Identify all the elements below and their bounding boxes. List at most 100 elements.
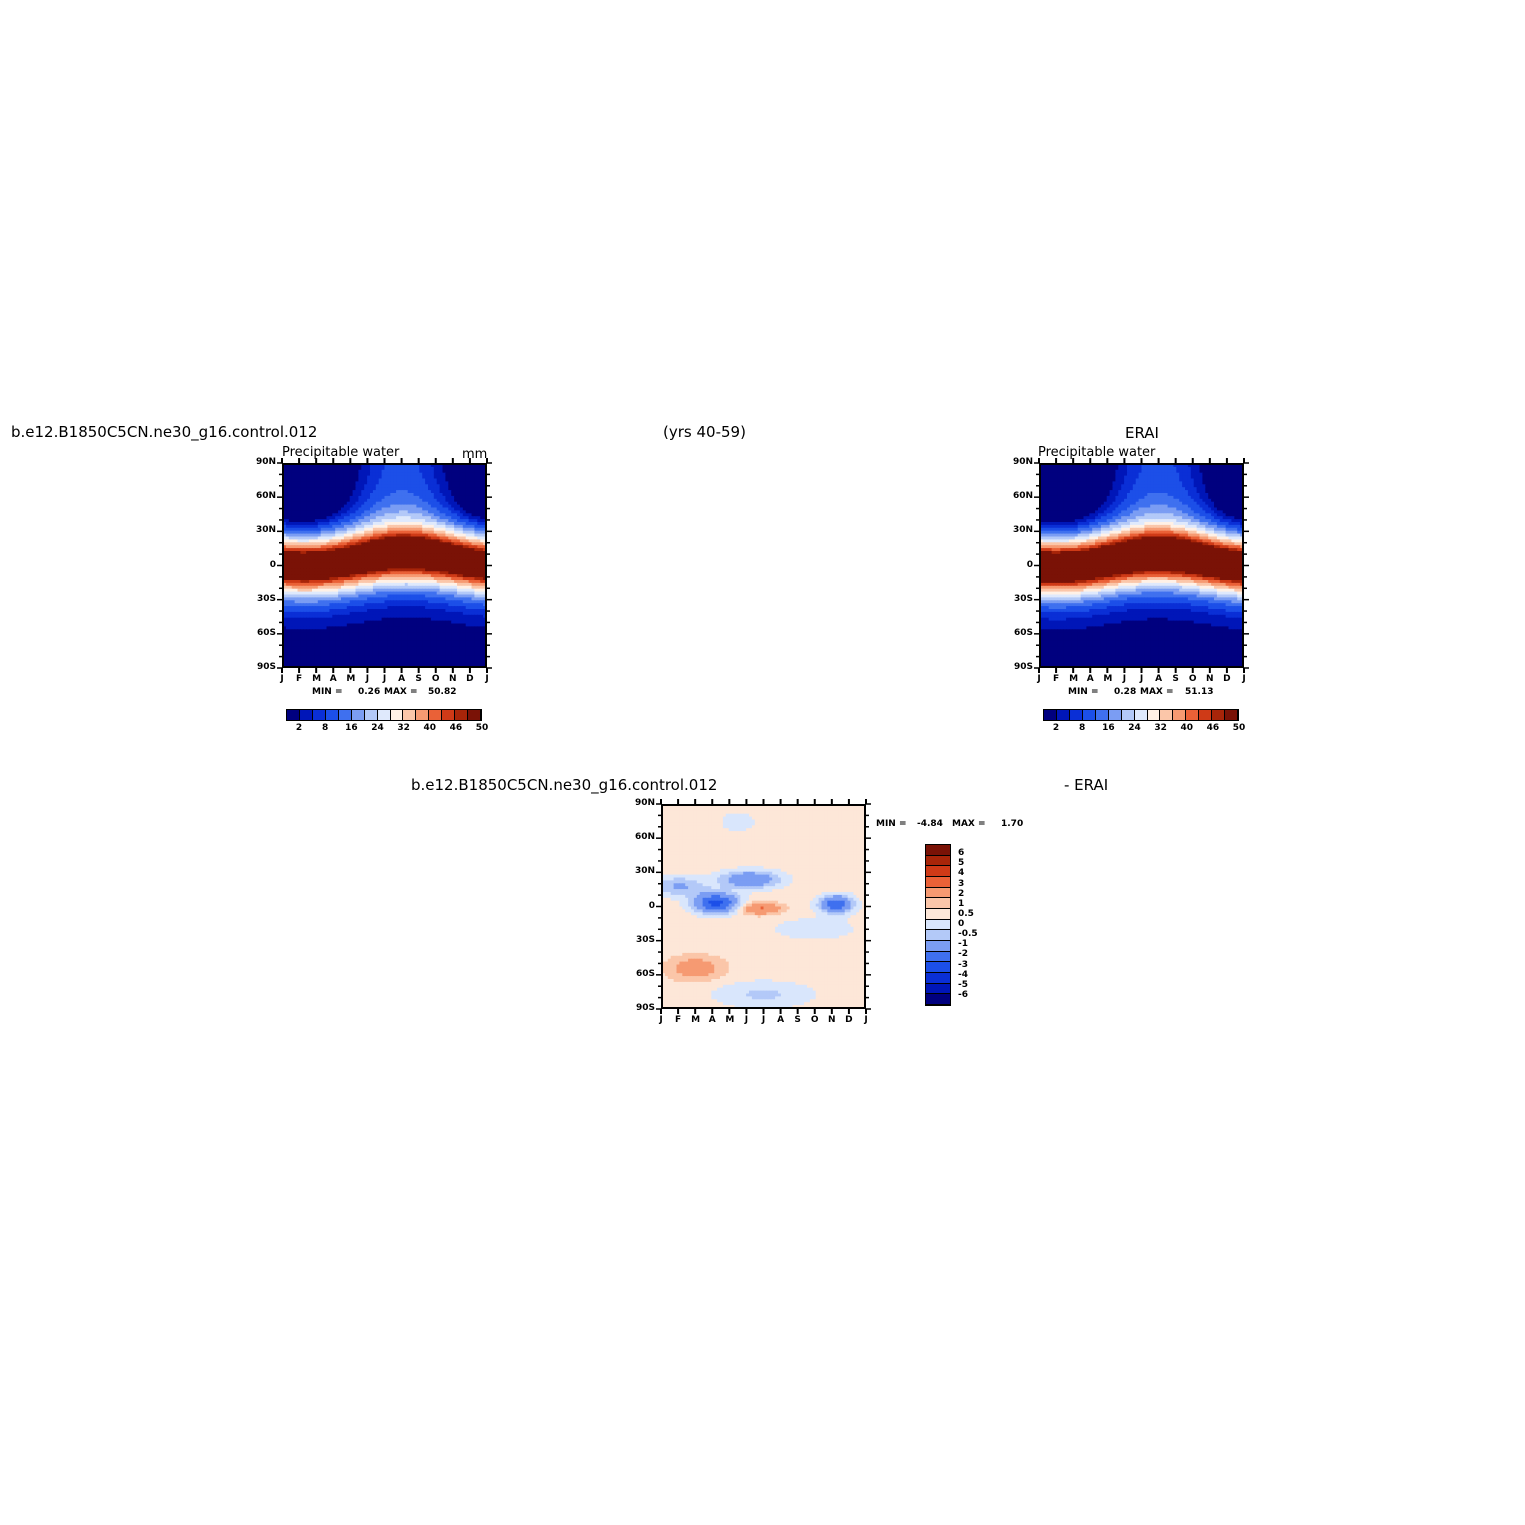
heatmap-cell xyxy=(413,664,417,667)
heatmap-cell xyxy=(343,545,348,549)
heatmap-cell xyxy=(381,533,386,538)
heatmap-cell xyxy=(390,559,394,564)
heatmap-cell xyxy=(285,507,290,511)
heatmap-cell xyxy=(303,545,307,549)
heatmap-cell xyxy=(471,568,475,572)
heatmap-cell xyxy=(399,516,403,520)
heatmap-cell xyxy=(332,629,336,633)
heatmap-cell xyxy=(370,510,374,514)
heatmap-cell xyxy=(338,626,342,630)
heatmap-cell xyxy=(387,527,391,532)
heatmap-cell xyxy=(483,661,486,665)
heatmap-cell xyxy=(459,655,464,659)
heatmap-cell xyxy=(442,611,446,616)
heatmap-cell xyxy=(436,614,441,619)
heatmap-cell xyxy=(375,562,380,567)
heatmap-cell xyxy=(381,510,386,514)
heatmap-cell xyxy=(346,565,351,569)
heatmap-cell xyxy=(343,571,348,575)
heatmap-cell xyxy=(410,469,415,474)
heatmap-cell xyxy=(312,565,316,569)
heatmap-cell xyxy=(370,626,374,630)
heatmap-cell xyxy=(436,626,441,630)
heatmap-cell xyxy=(294,539,299,543)
heatmap-cell xyxy=(332,516,336,520)
heatmap-cell xyxy=(462,556,467,561)
heatmap-cell xyxy=(439,562,444,567)
heatmap-cell xyxy=(483,501,486,506)
heatmap-cell xyxy=(480,606,484,610)
heatmap-cell xyxy=(399,580,403,584)
heatmap-cell xyxy=(349,530,354,535)
heatmap-cell xyxy=(399,597,403,601)
heatmap-cell xyxy=(309,600,313,604)
heatmap-cell xyxy=(355,507,359,511)
heatmap-cell xyxy=(451,493,455,497)
heatmap-cell xyxy=(433,623,438,627)
heatmap-cell xyxy=(364,577,368,581)
heatmap-cell xyxy=(355,464,359,468)
heatmap-cell xyxy=(442,513,446,517)
heatmap-cell xyxy=(378,658,383,662)
heatmap-cell xyxy=(407,617,412,622)
heatmap-cell xyxy=(332,490,336,494)
heatmap-cell xyxy=(390,611,394,616)
heatmap-cell xyxy=(317,606,322,610)
heatmap-cell xyxy=(457,609,461,613)
heatmap-cell xyxy=(459,661,464,665)
heatmap-cell xyxy=(445,594,449,598)
heatmap-cell xyxy=(335,542,339,546)
heatmap-cell xyxy=(422,585,426,590)
heatmap-cell xyxy=(312,562,316,567)
heatmap-cell xyxy=(361,565,365,569)
heatmap-cell xyxy=(317,548,322,552)
heatmap-cell xyxy=(384,522,388,526)
heatmap-cell xyxy=(285,629,290,633)
heatmap-cell xyxy=(454,562,458,567)
heatmap-cell xyxy=(416,498,420,503)
heatmap-cell xyxy=(436,493,441,497)
heatmap-cell xyxy=(370,632,374,636)
heatmap-cell xyxy=(439,539,444,543)
heatmap-cell xyxy=(454,493,458,497)
heatmap-cell xyxy=(323,464,328,468)
heatmap-cell xyxy=(425,522,429,526)
heatmap-cell xyxy=(477,478,481,482)
heatmap-cell xyxy=(433,481,438,485)
heatmap-cell xyxy=(349,626,354,630)
heatmap-cell xyxy=(436,498,441,503)
heatmap-cell xyxy=(323,655,328,659)
heatmap-cell xyxy=(396,501,400,506)
heatmap-cell xyxy=(442,655,446,659)
heatmap-cell xyxy=(401,582,406,587)
heatmap-cell xyxy=(419,472,423,477)
heatmap-cell xyxy=(387,658,391,662)
heatmap-cell xyxy=(294,545,299,549)
heatmap-cell xyxy=(297,594,301,598)
heatmap-cell xyxy=(370,649,374,654)
model-units-label: mm xyxy=(462,447,488,462)
heatmap-cell xyxy=(454,571,458,575)
heatmap-cell xyxy=(364,472,368,477)
heatmap-cell xyxy=(390,542,394,546)
heatmap-cell xyxy=(285,487,290,491)
heatmap-cell xyxy=(436,475,441,480)
heatmap-cell xyxy=(367,664,371,667)
heatmap-cell xyxy=(457,574,461,578)
heatmap-cell xyxy=(283,472,287,477)
heatmap-cell xyxy=(358,571,362,575)
heatmap-cell xyxy=(454,643,458,648)
heatmap-cell xyxy=(425,548,429,552)
heatmap-cell xyxy=(309,603,313,607)
heatmap-cell xyxy=(384,643,388,648)
heatmap-cell xyxy=(338,565,342,569)
heatmap-cell xyxy=(361,658,365,662)
heatmap-cell xyxy=(370,640,374,645)
heatmap-cell xyxy=(422,553,426,558)
heatmap-cell xyxy=(349,478,354,482)
heatmap-cell xyxy=(384,640,388,645)
heatmap-cell xyxy=(364,516,368,520)
heatmap-cell xyxy=(404,536,409,540)
heatmap-cell xyxy=(430,582,435,587)
heatmap-cell xyxy=(294,530,299,535)
